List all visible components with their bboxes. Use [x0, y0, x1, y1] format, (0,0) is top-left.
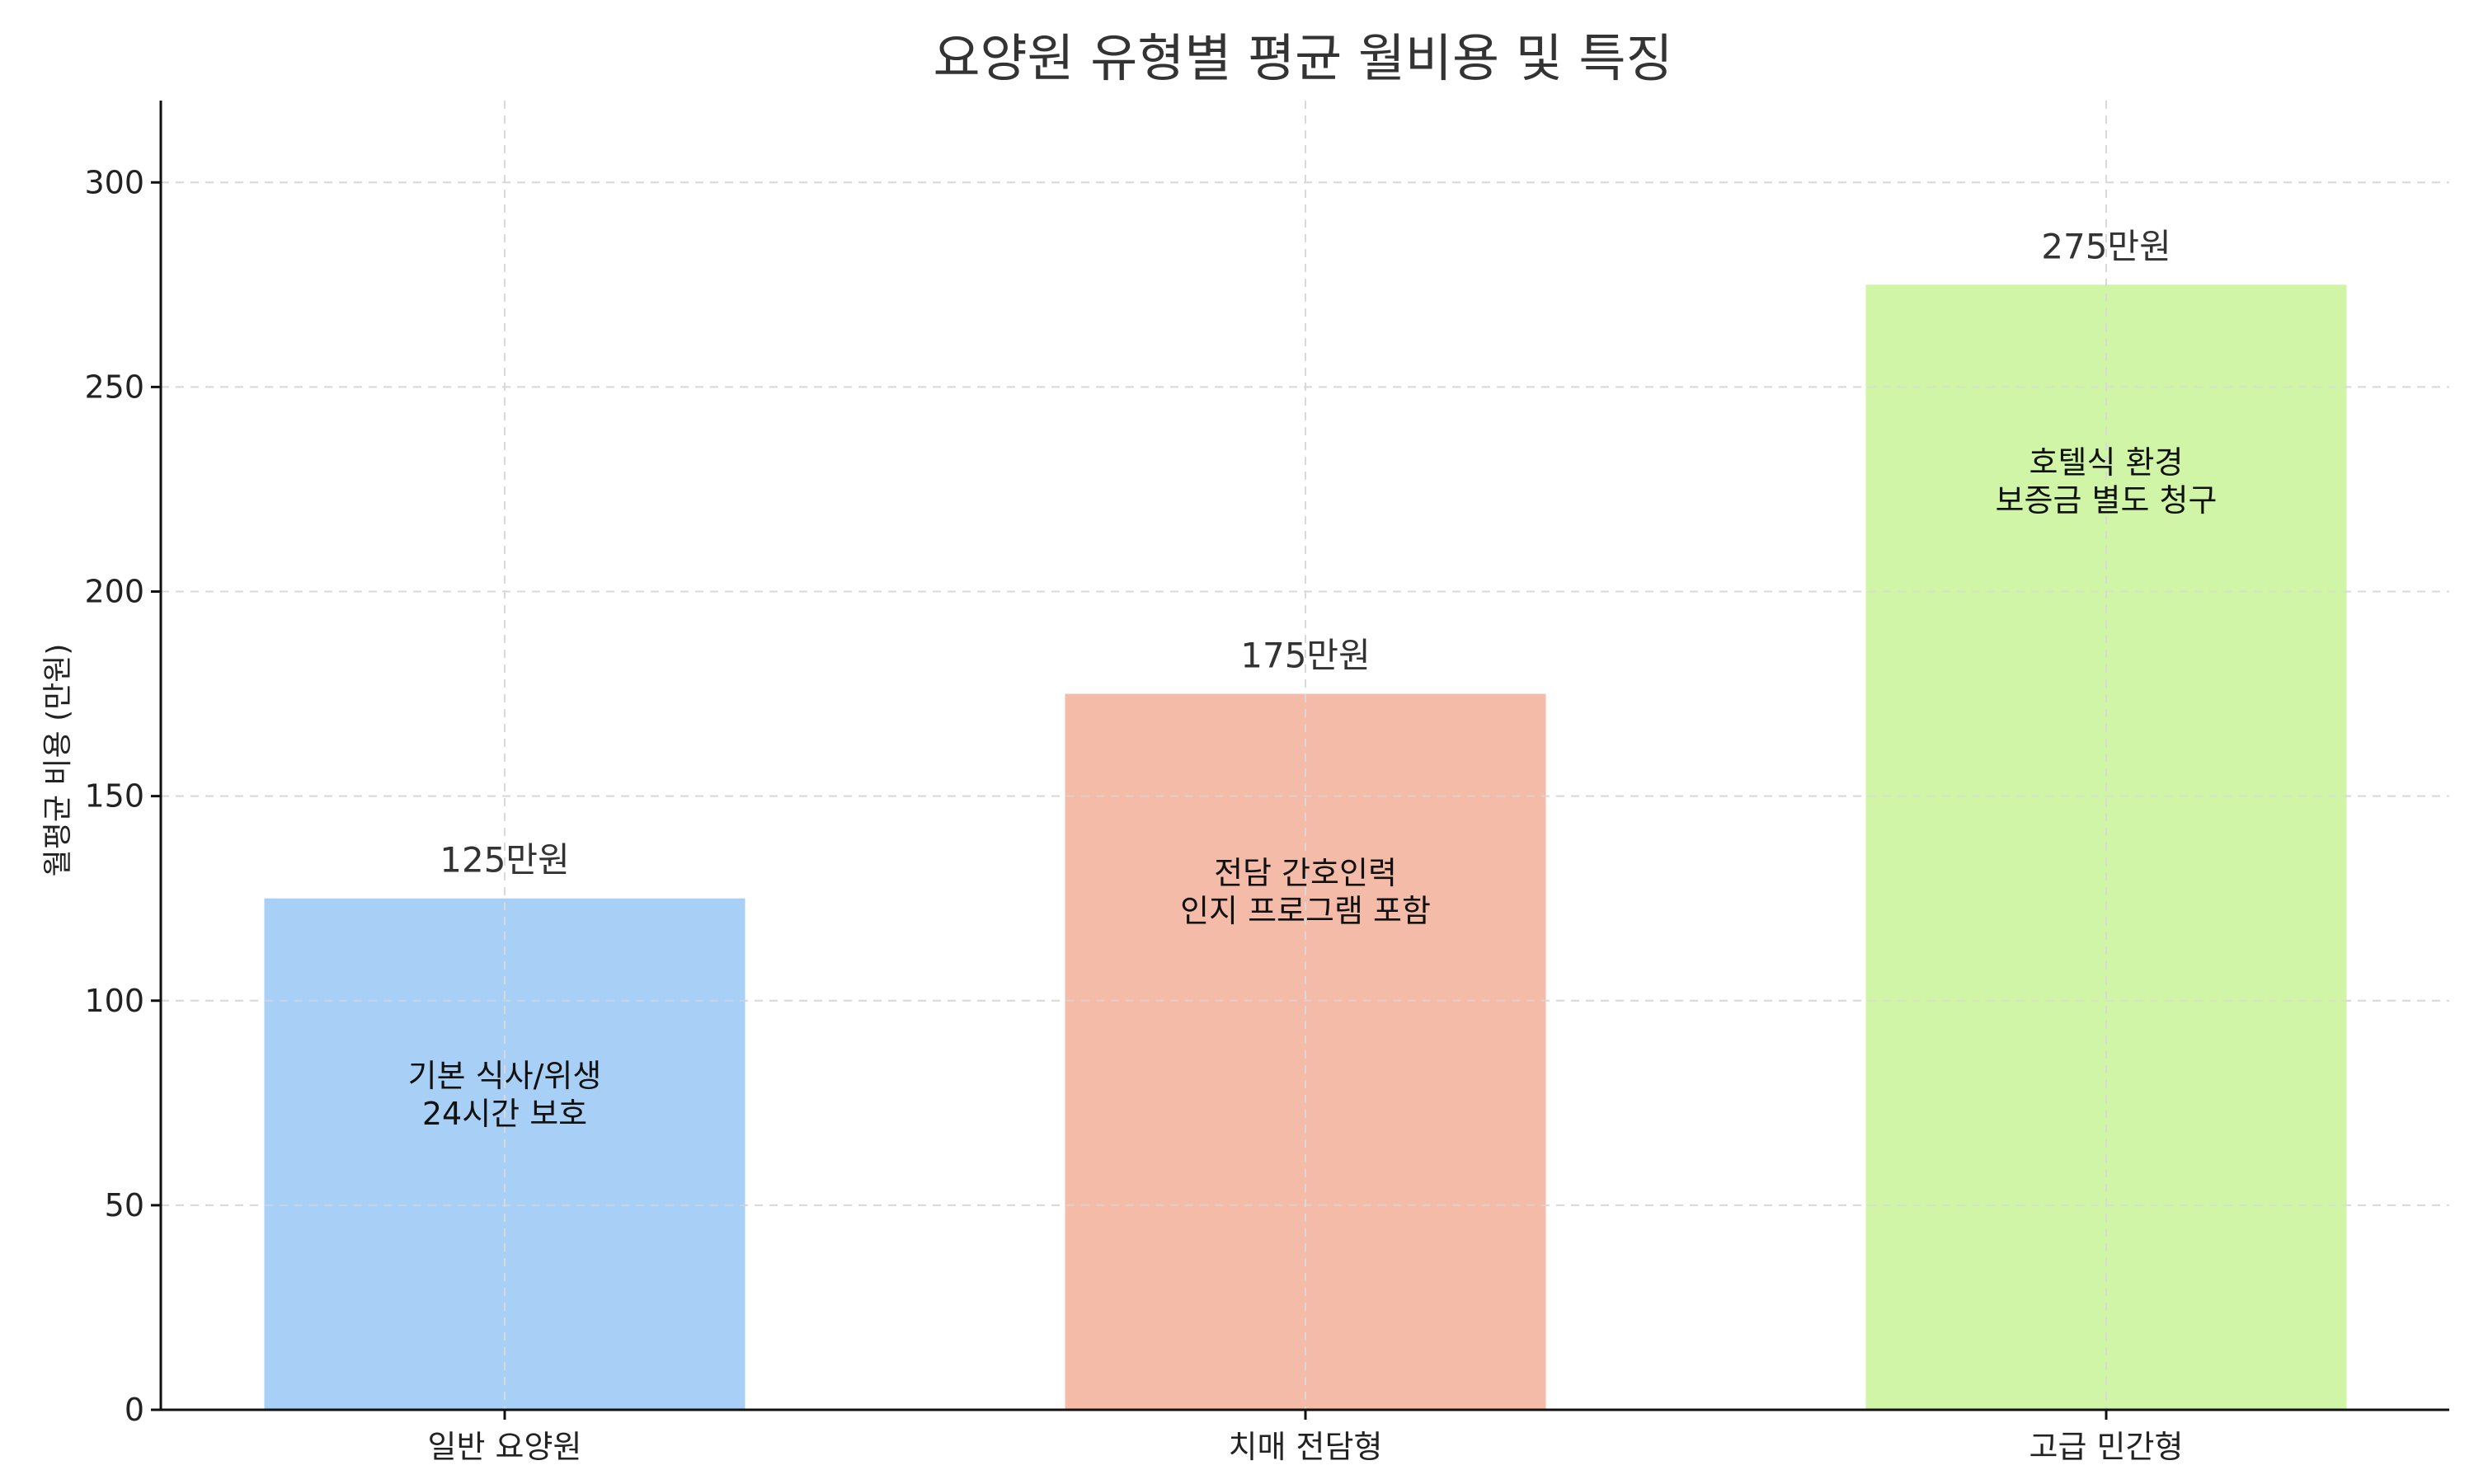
- y-tick-label: 200: [84, 574, 144, 610]
- axis-layer: 0 50 100 150 200 250 300 일반 요양원 치매 전담형 고급 민간형: [84, 101, 2449, 1465]
- bar-annotation-line: 24시간 보호: [422, 1096, 587, 1132]
- bar-annotation-line: 인지 프로그램 포함: [1180, 893, 1431, 929]
- y-tick-label: 150: [84, 778, 144, 815]
- y-axis-label: 월평균 비용 (만원): [41, 644, 75, 877]
- bar-value-label: 125만원: [440, 840, 569, 881]
- chart-title: 요양원 유형별 평균 월비용 및 특징: [933, 28, 1672, 88]
- y-tick-label: 300: [84, 164, 144, 200]
- bar-value-label: 275만원: [2041, 226, 2171, 266]
- y-tick-label: 0: [125, 1392, 144, 1428]
- y-tick-label: 50: [105, 1187, 144, 1223]
- bar-annotation-line: 호텔식 환경: [2030, 444, 2184, 481]
- bar-annotation-line: 기본 식사/위생: [408, 1058, 602, 1094]
- x-tick-label: 일반 요양원: [428, 1429, 582, 1465]
- bar-annotation-line: 보증금 별도 청구: [1996, 482, 2218, 519]
- bar-annotation-line: 전담 간호인력: [1214, 855, 1397, 891]
- y-tick-label: 250: [84, 369, 144, 405]
- x-tick-label: 치매 전담형: [1229, 1429, 1383, 1465]
- x-tick-label: 고급 민간형: [2030, 1429, 2184, 1465]
- y-tick-label: 100: [84, 983, 144, 1019]
- bar-layer: [161, 101, 2449, 1410]
- bar-value-label: 175만원: [1240, 636, 1370, 676]
